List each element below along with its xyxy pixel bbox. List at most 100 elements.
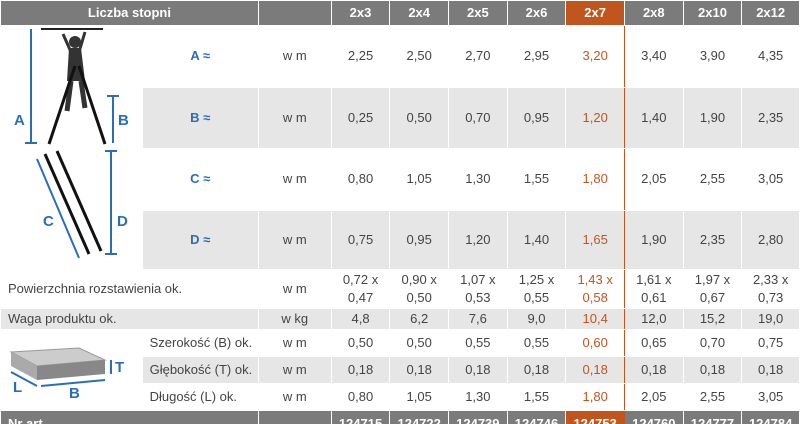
value: 0,18 — [682, 356, 743, 384]
value: 0,95 — [506, 86, 567, 149]
value-line: 1,07 x — [460, 272, 496, 287]
unit: w m — [257, 148, 332, 211]
value: 1,05 — [389, 148, 450, 211]
value: 0,65 — [623, 329, 684, 357]
value: 1,07 x 0,53 — [448, 269, 508, 309]
figure-label: B — [118, 112, 129, 129]
value: 1,97 x 0,67 — [682, 269, 743, 309]
row: Liczba stopni 2x3 2x4 2x5 2x6 2x7 2x8 2x10 2x12 — [0, 0, 800, 26]
value: 0,18 — [330, 356, 391, 384]
value: 2,50 — [389, 25, 450, 88]
value-line: 0,53 — [465, 290, 491, 305]
value: 0,95 — [389, 209, 450, 270]
value-line: 0,47 — [347, 290, 374, 305]
value: 2,55 — [682, 383, 743, 411]
value: 1,80 — [565, 148, 625, 211]
value: 1,90 — [682, 86, 743, 149]
row: Nr art. 124715 124722 124739 124746 124753 124… — [0, 410, 800, 424]
figure-label: D — [117, 213, 128, 230]
value: 124760 — [623, 410, 684, 424]
value: 2,33 x 0,73 — [741, 269, 800, 309]
value: 1,25 x 0,55 — [506, 269, 567, 309]
value: 124746 — [506, 410, 567, 424]
box-image: T L B — [0, 329, 143, 411]
value: 3,05 — [741, 383, 800, 411]
value-line: 0,72 x — [342, 272, 379, 287]
dimension-label: D ≈ — [141, 209, 259, 270]
value-line: 0,61 — [641, 290, 667, 305]
value: 2,05 — [623, 383, 684, 411]
dimension-label: C ≈ — [141, 148, 259, 211]
unit: w m — [257, 356, 332, 384]
value: 2,70 — [448, 25, 508, 88]
value: 1,65 — [565, 209, 625, 270]
value-line: 0,58 — [582, 290, 608, 305]
column-header: 2x6 — [506, 0, 567, 26]
column-header: 2x4 — [389, 0, 450, 26]
value: 0,72 x 0,47 — [330, 269, 391, 309]
row: Powierzchnia rozstawienia ok. w m 0,72 x 0,… — [0, 269, 800, 309]
value: 1,80 — [565, 383, 625, 411]
value: 2,95 — [506, 25, 567, 88]
header-title: Liczba stopni — [0, 0, 259, 26]
value-line: 1,25 x — [518, 272, 555, 287]
value: 124784 — [741, 410, 800, 424]
figure-label: T — [115, 359, 124, 376]
value-line: 0,67 — [699, 290, 726, 305]
value: 0,60 — [565, 329, 625, 357]
row-label: Waga produktu ok. — [0, 308, 259, 330]
value: 124753 — [565, 410, 625, 424]
header-unit — [257, 0, 332, 26]
value: 2,35 — [741, 86, 800, 149]
figure-label: A — [14, 112, 25, 129]
row: B ≈ w m 0,25 0,50 0,70 0,95 1,20 1,40 1,90 2,35 — [1, 86, 800, 149]
unit: w m — [257, 25, 332, 88]
value-line: 0,73 — [757, 290, 784, 305]
column-header: 2x7 — [565, 0, 625, 26]
value: 9,0 — [506, 308, 567, 330]
unit: w m — [257, 383, 332, 411]
row: D ≈ w m 0,75 0,95 1,20 1,40 1,65 1,90 2,35 2,80 — [1, 209, 800, 270]
value: 0,75 — [741, 329, 800, 357]
value: 1,05 — [389, 383, 450, 411]
unit — [257, 410, 332, 424]
figure-label: C — [43, 213, 54, 230]
value-line: 1,97 x — [694, 272, 731, 287]
value: 0,70 — [448, 86, 508, 149]
value-line: 0,50 — [406, 290, 432, 305]
unit: w kg — [257, 308, 332, 330]
row: C ≈ w m 0,80 1,05 1,30 1,55 1,80 2,05 2,55 3,05 — [1, 148, 800, 211]
value: 1,40 — [623, 86, 684, 149]
value-line: 1,43 x — [577, 272, 613, 287]
figure-label: B — [69, 385, 80, 402]
row: Waga produktu ok. w kg 4,8 6,2 7,6 9,0 10,4 12,… — [0, 308, 800, 330]
value: 124715 — [330, 410, 391, 424]
row-label: Długość (L) ok. — [141, 383, 259, 411]
unit: w m — [257, 209, 332, 270]
value: 0,80 — [330, 148, 391, 211]
dimension-label: B ≈ — [141, 86, 259, 149]
value-line: 1,61 x — [636, 272, 672, 287]
row-label: Głębokość (T) ok. — [141, 356, 259, 384]
value: 0,18 — [565, 356, 625, 384]
value: 0,50 — [389, 329, 450, 357]
value: 1,55 — [506, 383, 567, 411]
value: 1,43 x 0,58 — [565, 269, 625, 309]
column-header: 2x8 — [623, 0, 684, 26]
value: 1,20 — [448, 209, 508, 270]
value: 0,55 — [448, 329, 508, 357]
column-header: 2x10 — [682, 0, 743, 26]
value: 1,61 x 0,61 — [623, 269, 684, 309]
row-label: Powierzchnia rozstawienia ok. — [0, 269, 259, 309]
value: 0,80 — [330, 383, 391, 411]
value: 1,20 — [565, 86, 625, 149]
value: 0,18 — [741, 356, 800, 384]
value: 1,90 — [623, 209, 684, 270]
value: 6,2 — [389, 308, 450, 330]
value: 2,55 — [682, 148, 743, 211]
value: 3,05 — [741, 148, 800, 211]
value: 124777 — [682, 410, 743, 424]
value: 4,35 — [741, 25, 800, 88]
